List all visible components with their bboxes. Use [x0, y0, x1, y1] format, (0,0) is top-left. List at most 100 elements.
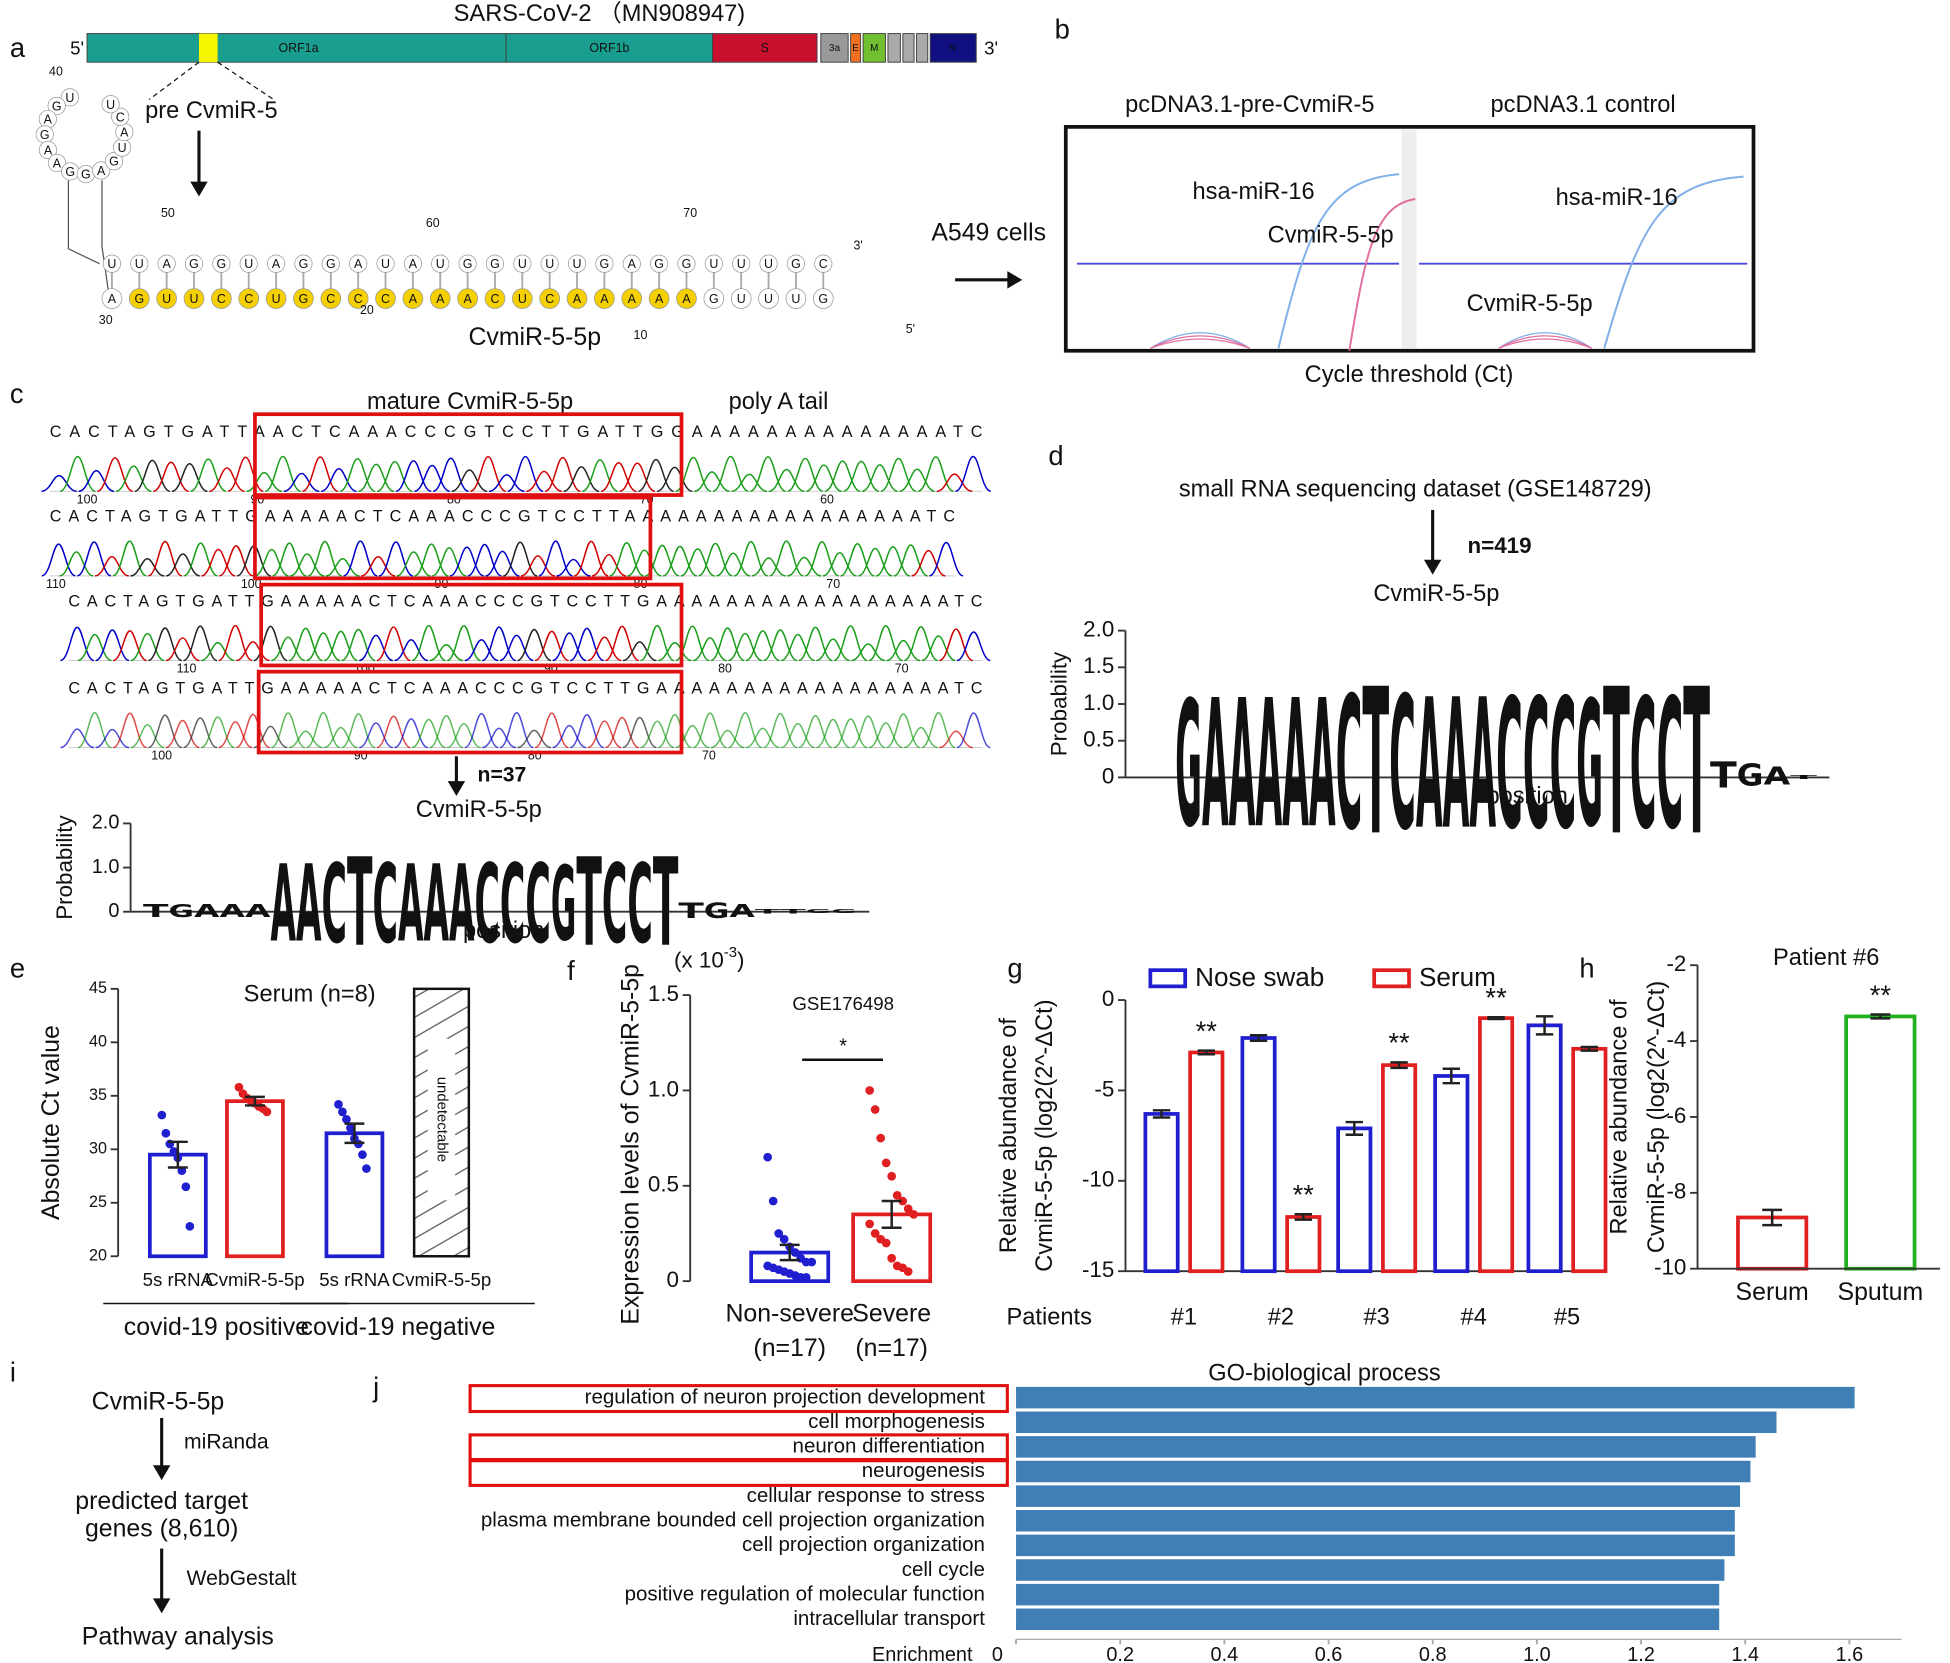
nucleotide [594, 288, 615, 309]
noise-curve [1150, 335, 1251, 349]
trace-peak [605, 716, 640, 749]
trace-peak [183, 717, 218, 749]
logo-letter: T [1683, 648, 1710, 881]
logo-letter: C [602, 843, 627, 969]
logo-letter: A [398, 843, 423, 966]
significance: ** [1485, 982, 1507, 1013]
logo-letter: T [1362, 648, 1389, 881]
nucleotide [211, 288, 232, 309]
trace-peak [903, 626, 938, 662]
nucleotide-letter: A [44, 113, 53, 127]
nucleotide [38, 140, 58, 160]
mature-label: CvmiR-5-5p [468, 323, 601, 351]
gene-block [902, 33, 915, 63]
x-axis-label: Enrichment [872, 1644, 973, 1663]
trace-peak [246, 472, 283, 493]
gene-block [850, 33, 862, 63]
data-point [865, 1086, 875, 1095]
trace-peak [710, 729, 745, 749]
nucleotide-letter: C [490, 292, 499, 306]
y-axis-label: CvmiR-5-5p (log2(2^-ΔCt) [1644, 981, 1670, 1253]
bar [1016, 1436, 1756, 1458]
nucleotide [130, 254, 149, 273]
trace-peak [694, 471, 730, 493]
trace-peak [763, 629, 798, 662]
panel-label: a [10, 32, 26, 63]
nucleotide-letter: C [326, 292, 335, 306]
trace-peak [798, 715, 833, 749]
nucleotide-letter: C [381, 292, 390, 306]
trace-peak [534, 712, 569, 749]
trace-peak [451, 469, 488, 493]
gene-block [929, 33, 977, 63]
trace-peak [272, 542, 307, 577]
arrow-head [447, 781, 466, 797]
trace-position: 100 [151, 749, 172, 763]
nucleotide-letter: G [40, 128, 50, 142]
trace-peak [657, 641, 692, 662]
trace-peak [77, 633, 112, 662]
trace-peak [94, 555, 129, 577]
x-tick-label: 0.6 [1315, 1644, 1343, 1663]
trace-peak [264, 455, 301, 493]
trace-peak [768, 468, 805, 493]
trace-peak [816, 638, 850, 662]
nucleotide [431, 254, 450, 273]
trace-peak [271, 636, 306, 662]
trace-peak [507, 455, 544, 493]
error-bar [1870, 1013, 1891, 1020]
logo-letter: A [1443, 661, 1470, 870]
trace-peak [956, 712, 991, 749]
nucleotide-letter: A [120, 126, 129, 140]
data-point [763, 1152, 773, 1162]
y-tick-label: 0 [1102, 986, 1114, 1011]
unit-part: ) [737, 947, 744, 972]
y-tick-label: neuron differentiation [793, 1435, 985, 1458]
logo-letter: A [1416, 661, 1443, 870]
nucleotide-letter: U [573, 257, 582, 271]
trace-peak [209, 467, 245, 493]
nucleotide-letter: U [737, 292, 746, 306]
panel-label: h [1579, 952, 1594, 983]
x-tick-label: Sputum [1838, 1278, 1924, 1306]
y-tick-label: 1.0 [648, 1076, 679, 1101]
nucleotide [293, 288, 314, 309]
trace-peak [880, 457, 917, 493]
trace-peak [534, 630, 569, 662]
nucleotide [676, 288, 697, 309]
y-tick-label: 1.0 [92, 856, 120, 878]
panel-label: c [10, 378, 24, 409]
trace-peak [341, 713, 376, 749]
data-point [181, 1182, 191, 1192]
logo-letter: C [627, 843, 652, 969]
flow-step: Pathway analysis [82, 1623, 274, 1651]
legend-label: Serum [1419, 962, 1496, 992]
trace-position: 60 [820, 492, 834, 506]
trace-peak [376, 715, 411, 749]
trace-peak [728, 711, 763, 749]
y-tick-label: 0 [667, 1267, 679, 1292]
data-point [876, 1133, 886, 1143]
nucleotide [101, 95, 120, 114]
trace-peak [218, 624, 253, 662]
data-point [157, 1110, 167, 1120]
trace-peak [638, 458, 675, 493]
x-axis-label: Cycle threshold (Ct) [1305, 362, 1514, 388]
amp-curve [1277, 173, 1400, 349]
trace-peak [657, 713, 692, 749]
nucleotide-letter: U [107, 257, 116, 271]
trace-peak [840, 542, 875, 577]
trace-peak [147, 540, 183, 577]
trace-peak [97, 457, 134, 493]
nucleotide [732, 254, 751, 273]
x-tick-label: CvmiR-5-5p [392, 1269, 491, 1290]
nucleotide-letter: A [53, 157, 62, 171]
bar [1526, 1023, 1563, 1274]
arrow-head [152, 1598, 171, 1614]
logo-letter: A [729, 900, 755, 921]
noise-curve [1150, 332, 1251, 349]
chart-title: GSE176498 [792, 993, 894, 1014]
trace-peak [307, 540, 343, 577]
box-label: mature CvmiR-5-5p [367, 389, 573, 415]
logo-letter: A [1282, 664, 1309, 869]
